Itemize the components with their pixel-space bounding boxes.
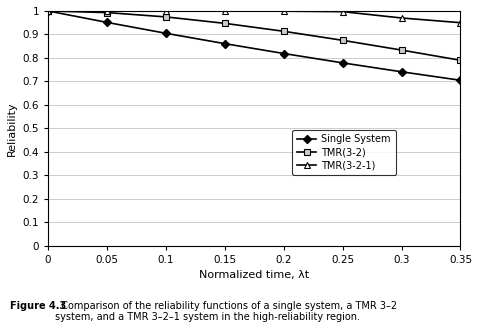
- Line: Single System: Single System: [45, 8, 463, 83]
- Y-axis label: Reliability: Reliability: [7, 101, 17, 156]
- X-axis label: Normalized time, λt: Normalized time, λt: [199, 270, 309, 280]
- Single System: [104, 20, 110, 24]
- TMR(3-2-1): [222, 9, 228, 13]
- TMR(3-2): [222, 21, 228, 25]
- Line: TMR(3-2-1): TMR(3-2-1): [45, 7, 464, 26]
- TMR(3-2): [399, 48, 404, 52]
- Text: Comparison of the reliability functions of a single system, a TMR 3–2
system, an: Comparison of the reliability functions …: [55, 301, 397, 322]
- Single System: [457, 78, 463, 82]
- TMR(3-2): [281, 29, 286, 33]
- Single System: [399, 70, 404, 74]
- Text: Figure 4.3: Figure 4.3: [10, 301, 66, 311]
- TMR(3-2): [457, 58, 463, 62]
- Line: TMR(3-2): TMR(3-2): [45, 7, 464, 64]
- Single System: [163, 31, 169, 35]
- TMR(3-2-1): [457, 21, 463, 25]
- TMR(3-2-1): [45, 9, 51, 13]
- TMR(3-2-1): [104, 9, 110, 13]
- TMR(3-2-1): [399, 16, 404, 20]
- TMR(3-2-1): [281, 9, 286, 13]
- Single System: [281, 51, 286, 55]
- TMR(3-2): [104, 11, 110, 15]
- Legend: Single System, TMR(3-2), TMR(3-2-1): Single System, TMR(3-2), TMR(3-2-1): [292, 130, 396, 175]
- Single System: [45, 9, 51, 13]
- TMR(3-2): [163, 15, 169, 19]
- Single System: [340, 61, 345, 65]
- TMR(3-2-1): [340, 10, 345, 14]
- TMR(3-2): [340, 38, 345, 42]
- Single System: [222, 42, 228, 46]
- TMR(3-2): [45, 9, 51, 13]
- TMR(3-2-1): [163, 9, 169, 13]
